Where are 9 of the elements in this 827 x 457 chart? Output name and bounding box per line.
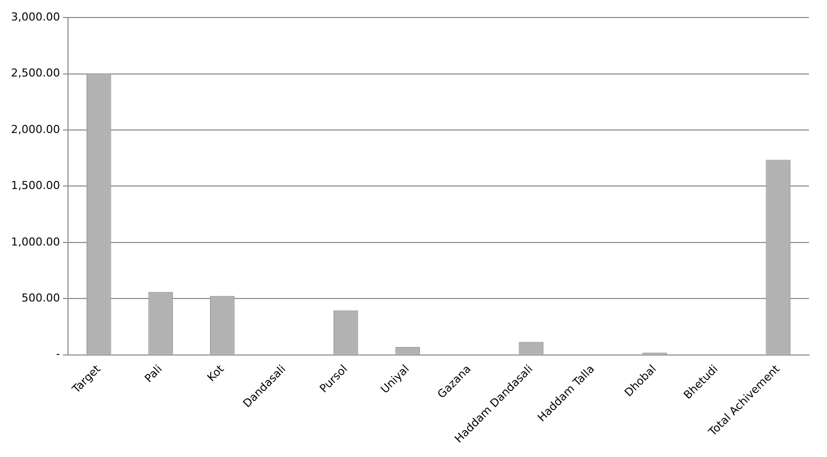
x-tick-label: Pali	[142, 362, 165, 386]
y-tick-label: 500.00	[21, 291, 60, 304]
y-tick-label: 1,500.00	[11, 179, 60, 192]
y-tick-label: 2,000.00	[11, 122, 60, 136]
y-tick-label: 2,500.00	[11, 66, 60, 80]
y-tick-label: 3,000.00	[11, 10, 60, 24]
x-tick-label: Kot	[204, 362, 227, 384]
y-tick-label: -	[56, 348, 60, 361]
y-tick-label: 1,000.00	[11, 235, 60, 248]
